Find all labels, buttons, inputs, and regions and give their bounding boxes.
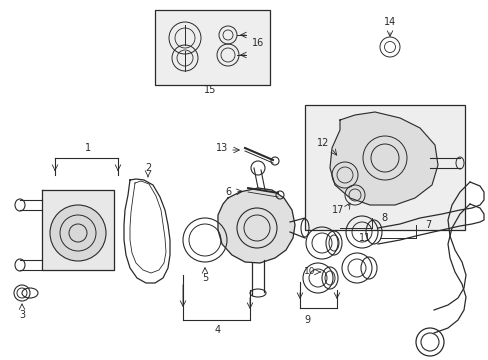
Text: 6: 6 xyxy=(224,187,231,197)
Text: 3: 3 xyxy=(19,310,25,320)
Circle shape xyxy=(50,205,106,261)
Text: 4: 4 xyxy=(215,325,221,335)
Text: 9: 9 xyxy=(304,315,309,325)
Text: 1: 1 xyxy=(85,143,91,153)
Text: 5: 5 xyxy=(202,273,208,283)
Text: 16: 16 xyxy=(251,38,264,48)
Text: 13: 13 xyxy=(215,143,228,153)
Text: 8: 8 xyxy=(380,213,386,223)
Polygon shape xyxy=(218,188,294,263)
Polygon shape xyxy=(329,112,437,205)
Polygon shape xyxy=(42,190,114,270)
Text: 15: 15 xyxy=(203,85,216,95)
Text: 14: 14 xyxy=(383,17,395,27)
Text: 7: 7 xyxy=(424,220,430,230)
Text: 11: 11 xyxy=(358,233,370,243)
Bar xyxy=(305,105,464,230)
Text: 10: 10 xyxy=(304,267,315,276)
Text: 12: 12 xyxy=(316,138,328,148)
Text: 17: 17 xyxy=(331,205,344,215)
Text: 2: 2 xyxy=(144,163,151,173)
Bar xyxy=(155,10,269,85)
